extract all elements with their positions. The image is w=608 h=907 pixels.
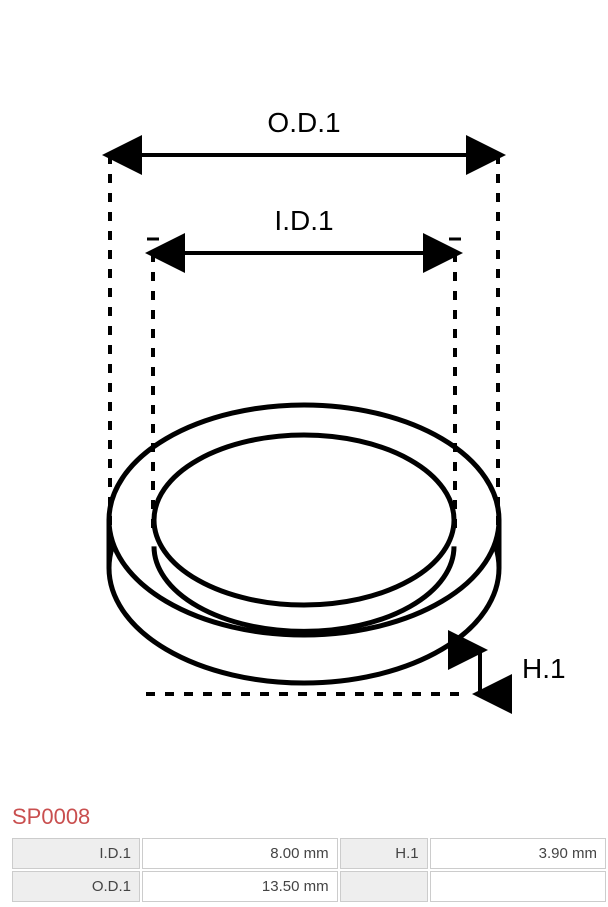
- spec-key: I.D.1: [12, 838, 140, 869]
- spec-table: I.D.18.00 mmH.13.90 mmO.D.113.50 mm: [10, 836, 608, 904]
- ring-diagram-svg: O.D.1 I.D.1 H.1: [0, 0, 608, 800]
- spec-key: [340, 871, 428, 902]
- svg-text:H.1: H.1: [522, 653, 566, 684]
- spec-key: O.D.1: [12, 871, 140, 902]
- diagram-area: O.D.1 I.D.1 H.1: [0, 0, 608, 800]
- product-code: SP0008: [0, 804, 608, 830]
- table-row: O.D.113.50 mm: [12, 871, 606, 902]
- spec-value: 8.00 mm: [142, 838, 338, 869]
- svg-text:I.D.1: I.D.1: [274, 205, 333, 236]
- spec-key: H.1: [340, 838, 428, 869]
- spec-value: [430, 871, 606, 902]
- spec-value: 13.50 mm: [142, 871, 338, 902]
- spec-value: 3.90 mm: [430, 838, 606, 869]
- svg-text:O.D.1: O.D.1: [267, 107, 340, 138]
- table-row: I.D.18.00 mmH.13.90 mm: [12, 838, 606, 869]
